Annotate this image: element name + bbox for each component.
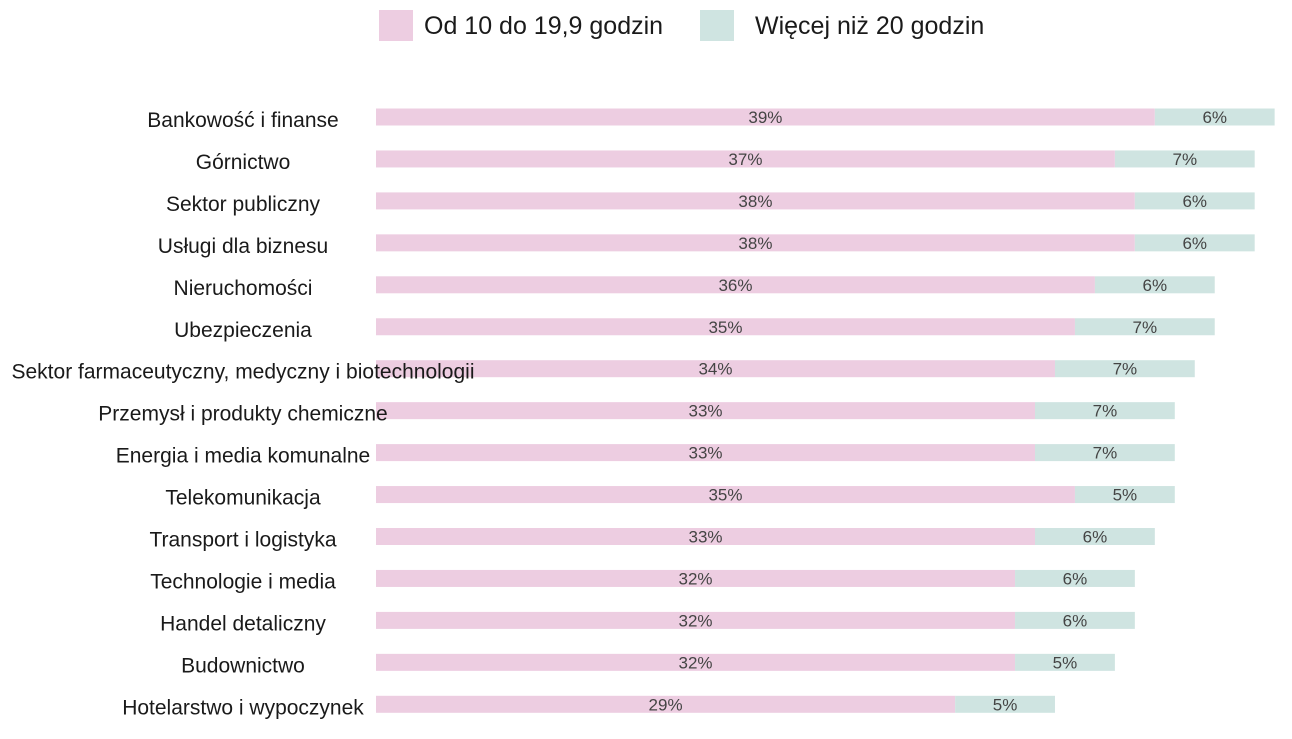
category-label: Transport i logistyka [149, 529, 336, 552]
bar-row: Hotelarstwo i wypoczynek 29% 5% [122, 695, 1055, 719]
bar-row: Technologie i media 32% 6% [150, 569, 1135, 593]
bar-segment-series-1 [376, 569, 1016, 587]
bar-segment-series-2 [1035, 528, 1155, 545]
data-label-series-2: 6% [1202, 108, 1227, 127]
category-label: Budownictwo [181, 654, 305, 677]
bar-segment-series-1 [376, 108, 1155, 126]
bar-segment-series-2 [1154, 108, 1275, 126]
bar-segment-series-1 [376, 444, 1036, 462]
data-label-series-1: 32% [679, 653, 713, 672]
data-label-series-2: 7% [1172, 150, 1197, 169]
bar-segment-series-1 [376, 150, 1115, 168]
bar-segment-series-1 [376, 360, 1055, 378]
data-label-series-2: 6% [1083, 528, 1108, 547]
bar-segment-series-2 [955, 695, 1055, 713]
bar-segment-series-2 [1094, 276, 1215, 294]
bar-segment-series-2 [1074, 318, 1215, 336]
bar-row: Nieruchomości 36% 6% [174, 276, 1215, 300]
data-label-series-1: 29% [649, 695, 683, 714]
data-label-series-1: 35% [708, 318, 742, 337]
plot-area: Bankowość i finanse 39% 6% Górnictwo 37% 7% Se… [12, 108, 1275, 719]
category-label: Górnictwo [196, 151, 291, 174]
category-label: Bankowość i finanse [147, 109, 338, 132]
bar-row: Ubezpieczenia 35% 7% [174, 318, 1215, 342]
bar-row: Usługi dla biznesu 38% 6% [158, 234, 1255, 258]
bar-segment-series-1 [376, 653, 1016, 671]
bar-row: Bankowość i finanse 39% 6% [147, 108, 1275, 132]
bar-row: Energia i media komunalne 33% 7% [116, 444, 1175, 468]
bar-segment-series-1 [376, 234, 1135, 252]
data-label-series-1: 39% [748, 108, 782, 127]
data-label-series-2: 6% [1063, 569, 1088, 588]
bar-segment-series-2 [1134, 234, 1255, 252]
data-label-series-2: 7% [1133, 318, 1158, 337]
data-label-series-1: 38% [738, 234, 772, 253]
data-label-series-2: 5% [1113, 486, 1138, 505]
data-label-series-1: 34% [698, 360, 732, 379]
bar-segment-series-2 [1134, 192, 1255, 210]
bar-row: Telekomunikacja 35% 5% [165, 486, 1175, 510]
bar-segment-series-2 [1015, 569, 1135, 587]
bar-segment-series-2 [1074, 486, 1175, 504]
data-label-series-1: 38% [738, 192, 772, 211]
bar-segment-series-1 [376, 318, 1075, 336]
bar-segment-series-1 [376, 486, 1075, 504]
category-label: Sektor farmaceutyczny, medyczny i biotec… [12, 361, 475, 384]
data-label-series-1: 37% [728, 150, 762, 169]
data-label-series-2: 6% [1063, 611, 1088, 630]
bar-segment-series-1 [376, 695, 956, 713]
bar-row: Sektor publiczny 38% 6% [166, 192, 1255, 216]
bar-segment-series-1 [376, 402, 1036, 420]
bar-segment-series-1 [376, 192, 1135, 210]
data-label-series-2: 6% [1182, 192, 1207, 211]
category-label: Usługi dla biznesu [158, 235, 328, 258]
data-label-series-2: 7% [1093, 444, 1118, 463]
bar-row: Sektor farmaceutyczny, medyczny i biotec… [12, 360, 1195, 384]
category-label: Nieruchomości [174, 277, 313, 300]
data-label-series-2: 6% [1143, 276, 1168, 295]
legend: Od 10 do 19,9 godzin Więcej niż 20 godzi… [379, 10, 984, 41]
category-label: Handel detaliczny [160, 612, 326, 635]
bar-row: Handel detaliczny 32% 6% [160, 611, 1135, 635]
legend-label-series-2: Więcej niż 20 godzin [755, 12, 984, 40]
data-label-series-1: 33% [688, 402, 722, 421]
data-label-series-2: 7% [1093, 402, 1118, 421]
category-label: Przemysł i produkty chemiczne [98, 403, 387, 426]
bar-segment-series-2 [1015, 653, 1115, 671]
category-label: Energia i media komunalne [116, 445, 370, 468]
data-label-series-1: 32% [679, 611, 713, 630]
data-label-series-2: 5% [993, 695, 1018, 714]
bar-segment-series-2 [1054, 360, 1195, 378]
bar-row: Budownictwo 32% 5% [181, 653, 1115, 677]
data-label-series-2: 7% [1113, 360, 1138, 379]
bar-row: Przemysł i produkty chemiczne 33% 7% [98, 402, 1175, 426]
bar-segment-series-2 [1035, 402, 1175, 420]
data-label-series-1: 33% [688, 444, 722, 463]
category-label: Telekomunikacja [165, 487, 321, 510]
category-label: Hotelarstwo i wypoczynek [122, 696, 364, 719]
bar-segment-series-2 [1015, 611, 1135, 629]
data-label-series-1: 36% [718, 276, 752, 295]
bar-row: Górnictwo 37% 7% [196, 150, 1255, 174]
bar-segment-series-2 [1114, 150, 1255, 168]
data-label-series-1: 35% [708, 486, 742, 505]
legend-label-series-1: Od 10 do 19,9 godzin [424, 12, 663, 40]
bar-segment-series-1 [376, 611, 1016, 629]
category-label: Ubezpieczenia [174, 319, 312, 342]
bar-row: Transport i logistyka 33% 6% [149, 528, 1155, 552]
data-label-series-2: 6% [1182, 234, 1207, 253]
bar-segment-series-1 [376, 528, 1036, 545]
category-label: Sektor publiczny [166, 193, 321, 216]
data-label-series-1: 33% [688, 528, 722, 547]
bar-segment-series-2 [1035, 444, 1175, 462]
legend-swatch-series-1 [379, 10, 413, 41]
bar-segment-series-1 [376, 276, 1095, 294]
data-label-series-2: 5% [1053, 653, 1078, 672]
category-label: Technologie i media [150, 570, 336, 593]
legend-swatch-series-2 [700, 10, 734, 41]
data-label-series-1: 32% [679, 569, 713, 588]
